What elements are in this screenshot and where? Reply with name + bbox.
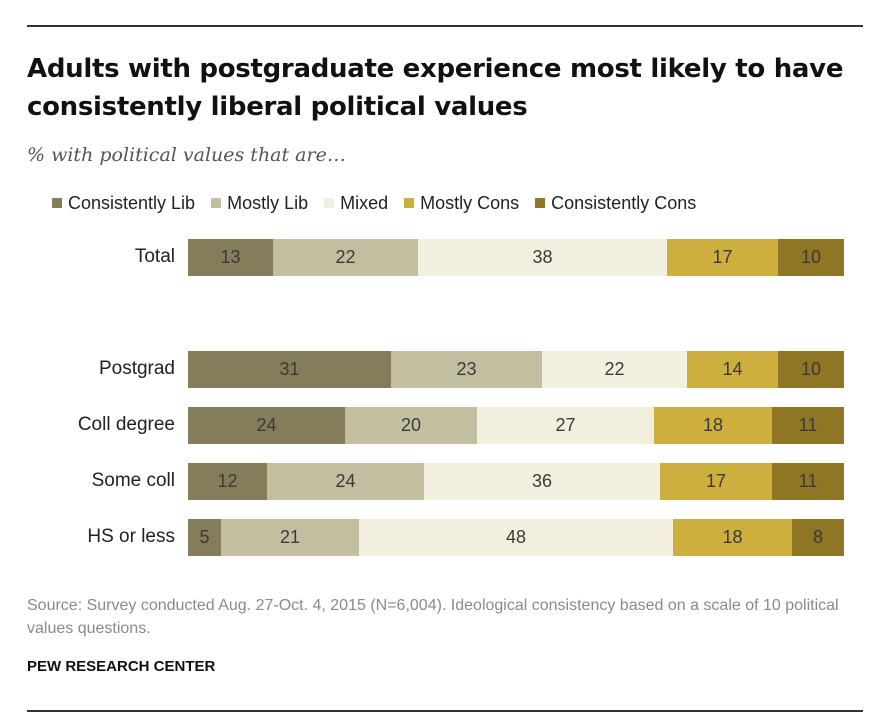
legend-swatch — [535, 198, 546, 208]
chart-title: Adults with postgraduate experience most… — [27, 54, 844, 122]
bar-segment-postgrad-mostly-cons: 14 — [687, 351, 778, 388]
bar-segment-postgrad-mixed: 22 — [542, 351, 687, 388]
bottom-rule — [27, 710, 863, 712]
bar-segment-postgrad-consistently-lib: 31 — [188, 351, 391, 388]
data-label: 12 — [217, 471, 238, 491]
data-label: 13 — [220, 247, 241, 267]
legend-item-mostly-cons: Mostly Cons — [404, 193, 519, 214]
data-label: 8 — [812, 527, 823, 547]
bar-segment-postgrad-mostly-lib: 23 — [391, 351, 542, 388]
bar-segment-some-coll-mostly-lib: 24 — [267, 463, 424, 500]
bar-segment-hs-or-less-mixed: 48 — [359, 519, 673, 556]
category-label-coll-degree: Coll degree — [77, 414, 175, 435]
legend-label: Consistently Cons — [551, 192, 697, 213]
category-label-some-coll: Some coll — [91, 470, 175, 491]
bar-segment-some-coll-mixed: 36 — [424, 463, 660, 500]
bar-segment-some-coll-consistently-cons: 11 — [772, 463, 844, 500]
bar-segment-total-mostly-cons: 17 — [667, 239, 778, 276]
organization-label: PEW RESEARCH CENTER — [27, 658, 216, 675]
legend-label: Mostly Cons — [420, 192, 520, 213]
legend-swatch — [404, 198, 415, 208]
data-label: 11 — [798, 471, 818, 491]
bar-segment-total-consistently-lib: 13 — [188, 239, 273, 276]
bar-segment-hs-or-less-mostly-cons: 18 — [673, 519, 792, 556]
legend-swatch — [52, 198, 62, 208]
bar-segment-coll-degree-mostly-lib: 20 — [345, 407, 477, 444]
data-label: 27 — [555, 415, 576, 435]
data-label: 38 — [532, 247, 553, 267]
data-label: 24 — [256, 415, 277, 435]
bar-segment-postgrad-consistently-cons: 10 — [778, 351, 844, 388]
legend-item-mixed: Mixed — [324, 193, 388, 214]
data-label: 18 — [722, 527, 743, 547]
data-label: 22 — [604, 359, 625, 379]
data-label: 10 — [800, 359, 822, 379]
data-label: 31 — [279, 359, 300, 379]
legend-item-consistently-lib: Consistently Lib — [52, 193, 195, 214]
legend-swatch — [324, 198, 335, 208]
legend-swatch — [211, 198, 222, 208]
bar-segment-hs-or-less-mostly-lib: 21 — [221, 519, 359, 556]
bar-segment-coll-degree-mixed: 27 — [477, 407, 654, 444]
data-label: 11 — [798, 415, 818, 435]
data-label: 17 — [705, 471, 727, 491]
data-label: 20 — [400, 415, 422, 435]
data-label: 23 — [456, 359, 477, 379]
legend-item-consistently-cons: Consistently Cons — [535, 193, 696, 214]
bar-segment-coll-degree-consistently-cons: 11 — [772, 407, 844, 444]
chart-subtitle: % with political values that are… — [27, 144, 346, 166]
data-label: 14 — [722, 359, 743, 379]
legend-item-mostly-lib: Mostly Lib — [211, 193, 308, 214]
bar-segment-total-mixed: 38 — [418, 239, 667, 276]
data-label: 48 — [505, 527, 527, 547]
bar-segment-some-coll-mostly-cons: 17 — [660, 463, 772, 500]
bar-segment-some-coll-consistently-lib: 12 — [188, 463, 267, 500]
category-label-postgrad: Postgrad — [98, 358, 175, 379]
chart-legend: Consistently Lib Mostly Lib Mixed Mostly Co… — [52, 192, 696, 214]
data-label: 18 — [702, 415, 724, 435]
data-label: 36 — [531, 471, 553, 491]
bar-segment-total-consistently-cons: 10 — [778, 239, 844, 276]
bar-segment-total-mostly-lib: 22 — [273, 239, 418, 276]
bar-segment-coll-degree-mostly-cons: 18 — [654, 407, 772, 444]
category-label-total: Total — [134, 246, 175, 267]
data-label: 17 — [712, 247, 733, 267]
data-label: 24 — [335, 471, 356, 491]
top-rule — [27, 25, 863, 27]
source-note: Source: Survey conducted Aug. 27-Oct. 4,… — [27, 597, 839, 637]
data-label: 5 — [199, 527, 210, 547]
legend-label: Mostly Lib — [227, 192, 309, 213]
bar-segment-hs-or-less-consistently-cons: 8 — [792, 519, 844, 556]
legend-label: Consistently Lib — [68, 192, 196, 213]
bar-segment-coll-degree-consistently-lib: 24 — [188, 407, 345, 444]
bar-segment-hs-or-less-consistently-lib: 5 — [188, 519, 221, 556]
data-label: 21 — [279, 527, 301, 547]
data-label: 22 — [335, 247, 356, 267]
data-label: 10 — [800, 247, 822, 267]
legend-label: Mixed — [340, 192, 389, 213]
category-label-hs-or-less: HS or less — [87, 526, 175, 547]
